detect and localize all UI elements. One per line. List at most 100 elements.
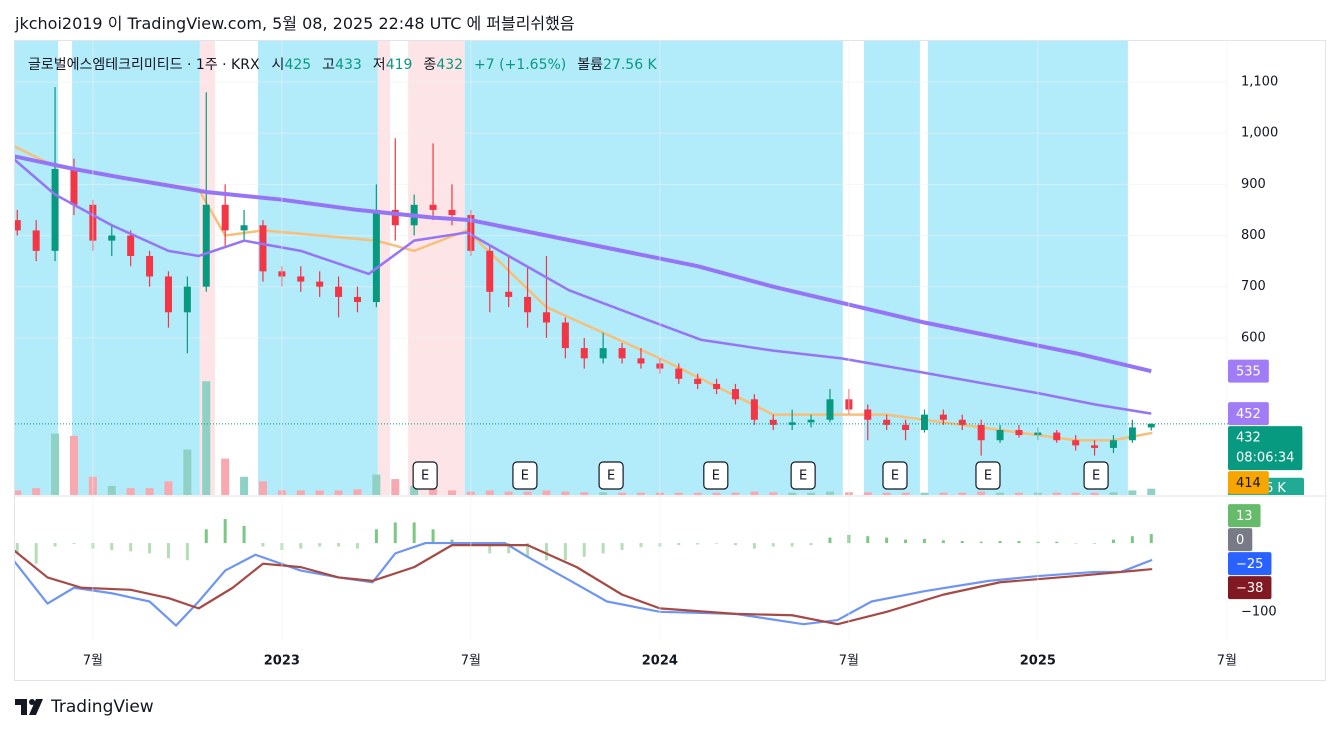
histogram-bar	[979, 541, 983, 544]
candle-body	[675, 368, 683, 379]
earnings-label: E	[521, 469, 529, 484]
session-band	[377, 40, 390, 495]
last-value-label: 452	[1236, 407, 1261, 422]
histogram-bar	[1055, 541, 1059, 544]
last-value-box	[1228, 402, 1269, 426]
last-value-box	[1228, 359, 1269, 383]
volume-bar	[1147, 488, 1156, 495]
symbol-legend: 글로벌에스엠테크리미티드 · 1주 · KRX 시425 고433 저419 종432 +…	[28, 54, 668, 74]
volume-bar	[69, 435, 78, 495]
volume-bar	[863, 492, 872, 495]
ohlc-value: 432	[436, 57, 464, 73]
candle-body	[864, 409, 872, 420]
volume-bar	[372, 474, 381, 495]
histogram-bar	[922, 538, 926, 544]
candle-body	[335, 286, 343, 297]
moving-average-line	[15, 158, 1152, 415]
last-value-box	[1228, 576, 1272, 600]
histogram-bar	[129, 543, 133, 552]
candle-body	[1128, 427, 1136, 441]
histogram-bar	[374, 529, 378, 544]
histogram-bar	[960, 541, 964, 544]
y-tick-label: 700	[1241, 279, 1266, 294]
candle-body	[146, 255, 154, 277]
histogram-bar	[696, 543, 700, 545]
footer[interactable]: TradingView	[15, 697, 154, 717]
candle-body	[769, 419, 777, 425]
candle-body	[108, 235, 116, 241]
volume-bar	[315, 490, 324, 495]
ohlc-label: 시	[271, 57, 285, 73]
candle-body	[1147, 423, 1155, 428]
y-tick-label: 900	[1241, 177, 1266, 192]
earnings-marker	[598, 461, 624, 490]
earnings-marker	[975, 461, 1001, 490]
y-tick-label: −100	[1241, 604, 1277, 619]
histogram-bar	[185, 543, 189, 561]
volume-bar	[145, 488, 154, 495]
volume-bar	[807, 492, 816, 495]
last-value-label: 13	[1236, 509, 1253, 524]
candle-body	[561, 322, 569, 349]
volume-bar	[32, 488, 41, 495]
volume-bar	[920, 492, 929, 495]
histogram-bar	[866, 536, 870, 544]
histogram-bar	[488, 543, 492, 554]
candle-body	[1053, 432, 1061, 441]
candle-body	[958, 419, 966, 425]
moving-average-line	[15, 154, 1152, 374]
histogram-bar	[752, 543, 756, 549]
volume-bar	[882, 492, 891, 495]
candle-body	[353, 296, 361, 303]
earnings-marker	[790, 461, 816, 490]
volume-bar	[1071, 492, 1080, 495]
x-tick-label: 2024	[642, 654, 678, 669]
candle-body	[637, 358, 645, 364]
volume-bar	[15, 490, 22, 495]
histogram-bar	[998, 541, 1002, 544]
volume-bar	[769, 492, 778, 495]
session-band	[408, 40, 465, 495]
histogram-bar	[1093, 543, 1097, 544]
histogram-bar	[242, 525, 246, 544]
volume-bar	[599, 492, 608, 495]
earnings-label: E	[1092, 469, 1100, 484]
brand-logo	[15, 699, 43, 715]
earnings-label: E	[891, 469, 899, 484]
volume-bar	[202, 381, 211, 495]
histogram-bar	[601, 543, 605, 554]
session-band	[72, 40, 200, 495]
last-value-label: 535	[1236, 365, 1261, 380]
histogram-bar	[733, 543, 737, 546]
ohlc-label: 고	[322, 57, 336, 73]
volume-bar	[164, 481, 173, 495]
volume-bar	[618, 492, 627, 495]
volume-bar	[674, 492, 683, 495]
earnings-marker	[882, 461, 908, 490]
volume-bar	[221, 458, 230, 495]
volume-bar	[410, 485, 419, 495]
volume-bar	[334, 490, 343, 495]
histogram-bar	[166, 543, 170, 559]
candle-body	[448, 209, 456, 216]
candle-body	[240, 225, 248, 231]
volume-bar	[353, 489, 362, 495]
candle-body	[297, 276, 305, 282]
last-value-label: −25	[1236, 557, 1263, 572]
volume-bar	[1052, 492, 1061, 495]
histogram-bar	[1017, 541, 1021, 544]
volume-bar	[240, 476, 249, 495]
volume-bar	[126, 488, 135, 495]
candle-body	[524, 296, 532, 313]
histogram-bar	[1111, 539, 1115, 544]
volume-bar	[107, 485, 116, 495]
candle-body	[391, 209, 399, 226]
candle-body	[694, 378, 702, 384]
volume-bar	[996, 492, 1005, 495]
volume-bar	[731, 492, 740, 495]
candle-body	[15, 220, 21, 231]
earnings-marker	[412, 461, 438, 490]
